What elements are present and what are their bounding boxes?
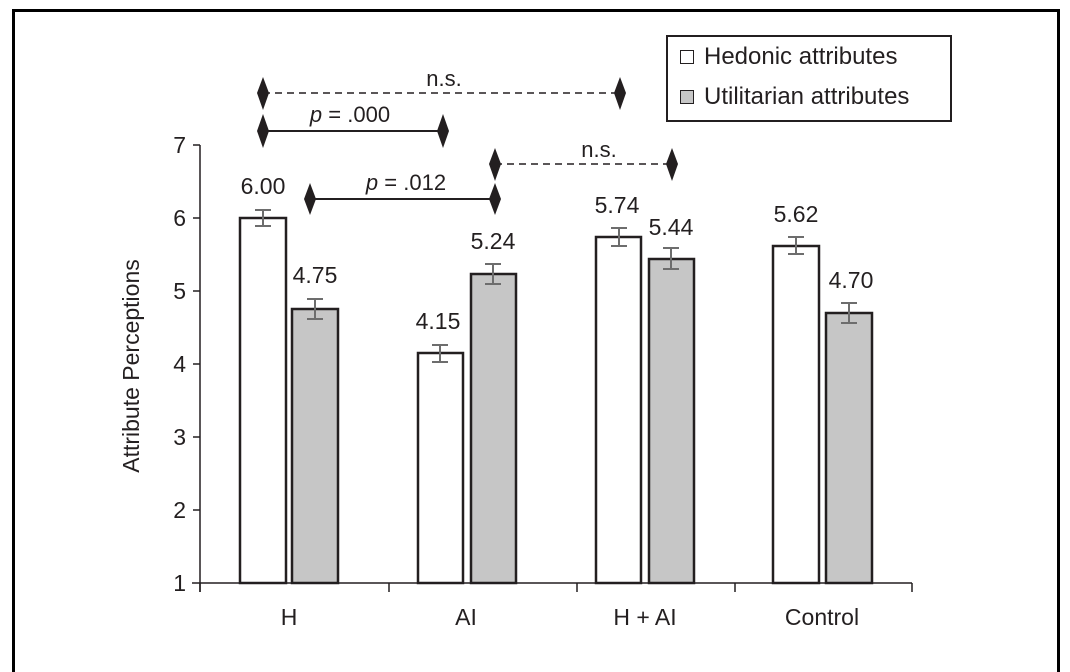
bar-control-hedonic: [771, 244, 821, 585]
y-tick-label: 6: [173, 205, 186, 231]
x-tick-label: H: [281, 604, 298, 630]
value-label: 4.70: [829, 267, 874, 293]
y-tick-labels: 7 6 5 4 3 2 1: [173, 132, 186, 596]
legend-item-hedonic: Hedonic attributes: [680, 43, 897, 71]
bars-utilitarian: [290, 257, 874, 585]
legend-label: Utilitarian attributes: [704, 83, 910, 110]
diamond-marker-icon: [437, 114, 449, 148]
diamond-marker-icon: [489, 148, 501, 181]
bar-hai-hedonic: [594, 235, 643, 585]
bracket-p012: p = .012: [304, 170, 501, 215]
bar-h-hedonic: [238, 216, 288, 585]
figure-frame: [12, 9, 1060, 672]
y-tick-label: 5: [173, 278, 186, 304]
error-bars: [255, 209, 857, 363]
value-label: 4.15: [416, 308, 461, 334]
diamond-marker-icon: [489, 183, 501, 215]
diamond-marker-icon: [257, 114, 269, 148]
x-axis: [192, 582, 913, 592]
x-tick-label: Control: [785, 604, 859, 630]
x-tick-labels: H AI H + AI Control: [281, 604, 859, 630]
bar-ai-utilitarian: [469, 272, 518, 585]
bracket-label: p = .000: [309, 102, 390, 127]
chart-legend: Hedonic attributes Utilitarian attribute…: [666, 35, 952, 122]
value-labels: 6.00 4.75 4.15 5.24 5.74 5.44 5.62 4.70: [241, 173, 874, 334]
diamond-marker-icon: [614, 77, 626, 110]
value-label: 6.00: [241, 173, 286, 199]
diamond-marker-icon: [666, 148, 678, 181]
bar-ai-hedonic: [416, 351, 465, 585]
diamond-marker-icon: [304, 183, 316, 215]
value-label: 5.44: [649, 214, 694, 240]
value-label: 5.74: [595, 192, 640, 218]
y-tick-label: 4: [173, 351, 186, 377]
legend-item-utilitarian: Utilitarian attributes: [680, 83, 909, 111]
bracket-label: n.s.: [581, 137, 616, 162]
value-label: 5.24: [471, 228, 516, 254]
value-label: 5.62: [774, 201, 819, 227]
legend-swatch-hedonic-icon: [680, 50, 694, 64]
y-axis-label: Attribute Perceptions: [118, 259, 144, 473]
bar-chart: 7 6 5 4 3 2 1 Attribute Perceptions 6.00…: [118, 66, 913, 630]
legend-swatch-utilitarian-icon: [680, 90, 694, 104]
bracket-ns-top: n.s.: [257, 66, 626, 110]
bracket-label: p = .012: [365, 170, 446, 195]
x-tick-label: AI: [455, 604, 477, 630]
x-tick-label: H + AI: [613, 604, 676, 630]
y-tick-label: 3: [173, 424, 186, 450]
bar-h-utilitarian: [290, 307, 340, 585]
bar-hai-utilitarian: [647, 257, 696, 585]
y-axis: [193, 144, 201, 592]
y-tick-label: 1: [173, 570, 186, 596]
bracket-p000: p = .000: [257, 102, 449, 148]
value-label: 4.75: [293, 262, 338, 288]
bars-hedonic: [238, 216, 821, 585]
bar-control-utilitarian: [824, 311, 874, 585]
y-tick-label: 2: [173, 497, 186, 523]
diamond-marker-icon: [257, 77, 269, 110]
legend-label: Hedonic attributes: [704, 43, 898, 70]
bracket-label: n.s.: [426, 66, 461, 91]
bracket-ns-right: n.s.: [489, 137, 678, 181]
y-tick-label: 7: [173, 132, 186, 158]
